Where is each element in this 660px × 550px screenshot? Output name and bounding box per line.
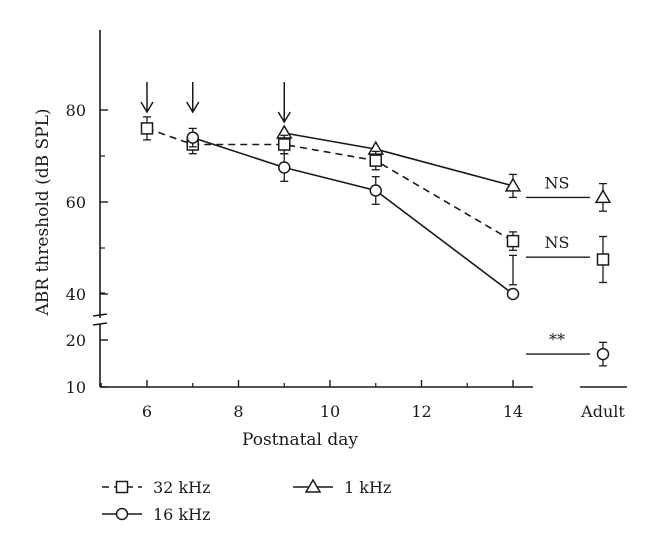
legend-label: 1 kHz <box>344 478 391 497</box>
arrow-layer <box>140 82 291 124</box>
y-axis-break-mark <box>92 322 108 326</box>
x-tick-label: 12 <box>411 402 431 421</box>
legend: 32 kHz 16 kHz 1 kHz <box>102 478 391 524</box>
y-tick-label: 80 <box>66 101 86 120</box>
circle-marker <box>506 287 520 301</box>
y-tick-label: 20 <box>66 331 86 350</box>
series-triangle <box>275 124 612 212</box>
significance-label: NS <box>545 173 570 192</box>
square-marker <box>115 480 129 494</box>
x-tick-label: 8 <box>233 402 243 421</box>
legend-label: 16 kHz <box>153 505 211 524</box>
circle-marker <box>278 161 291 174</box>
square-marker <box>369 154 382 167</box>
y-ticks: 10 20 40 60 80 <box>66 101 108 397</box>
y-tick-label: 60 <box>66 193 86 212</box>
square-marker <box>506 234 520 248</box>
legend-item-triangle: 1 kHz <box>293 478 391 497</box>
circle-marker <box>369 184 382 197</box>
square-marker <box>278 138 291 151</box>
triangle-marker <box>594 188 612 204</box>
triangle-marker <box>504 177 522 192</box>
x-tick-label: 10 <box>320 402 340 421</box>
circle-marker <box>115 507 129 521</box>
circle-marker <box>186 131 199 144</box>
significance-label: ** <box>549 330 565 349</box>
x-tick-label: 6 <box>142 402 152 421</box>
y-axis-break-mark <box>92 313 108 317</box>
square-marker <box>596 253 610 266</box>
annotation-layer: NS NS ** <box>526 173 590 355</box>
y-tick-label: 40 <box>66 285 86 304</box>
series-line <box>146 127 514 242</box>
y-axis-label: ABR threshold (dB SPL) <box>33 109 53 317</box>
y-tick-label: 10 <box>66 378 86 397</box>
significance-label: NS <box>545 233 570 252</box>
series-layer <box>140 116 612 367</box>
series-line <box>284 132 514 187</box>
down-arrow-head <box>140 101 154 114</box>
circle-marker <box>596 347 610 361</box>
square-marker <box>140 122 154 135</box>
legend-label: 32 kHz <box>153 478 211 497</box>
x-axis-label: Postnatal day <box>242 430 358 450</box>
x-ticks: 6 8 10 12 14 Adult <box>100 380 625 421</box>
triangle-marker <box>304 478 322 493</box>
legend-item-circle: 16 kHz <box>102 505 211 524</box>
down-arrow-head <box>186 101 200 114</box>
legend-item-square: 32 kHz <box>102 478 211 497</box>
x-tick-label-adult: Adult <box>580 402 625 421</box>
down-arrow-head <box>277 111 291 124</box>
series-line <box>192 136 514 295</box>
series-circle <box>186 127 610 367</box>
x-tick-label: 14 <box>503 402 523 421</box>
